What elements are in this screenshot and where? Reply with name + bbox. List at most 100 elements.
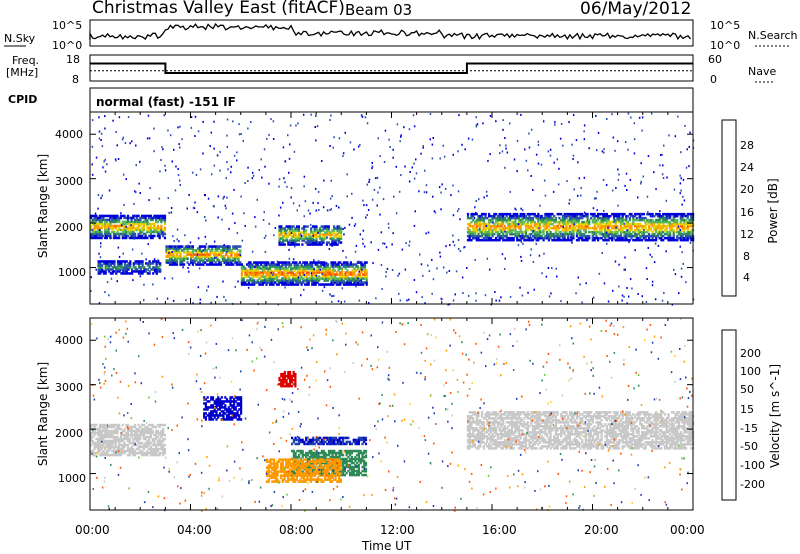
power-cell (528, 216, 531, 220)
power-cell (102, 166, 104, 169)
velocity-cell (291, 469, 294, 473)
power-cell (334, 265, 337, 268)
power-cell (614, 220, 617, 224)
velocity-cell (217, 408, 220, 411)
velocity-cell (163, 437, 167, 441)
power-cell (116, 262, 120, 265)
power-cell (569, 236, 572, 239)
power-cell (685, 166, 688, 169)
power-cell (167, 259, 170, 262)
power-cell (648, 212, 651, 216)
velocity-cell (211, 406, 215, 409)
power-cell (138, 272, 141, 275)
power-cell (251, 265, 254, 268)
power-cell (641, 218, 644, 222)
power-cell (98, 137, 101, 140)
power-cell (623, 226, 626, 230)
power-cell (472, 228, 475, 232)
velocity-cell (132, 443, 135, 447)
power-cell (313, 239, 316, 242)
velocity-cell (162, 437, 165, 441)
power-cell (172, 255, 175, 258)
power-cell (267, 273, 270, 276)
power-cell (267, 279, 270, 282)
power-cell (614, 224, 617, 228)
power-cell (502, 222, 505, 226)
power-cell (503, 216, 506, 220)
power-cell (165, 259, 168, 262)
power-cell (226, 245, 230, 248)
velocity-cell (296, 467, 299, 471)
velocity-cell (313, 438, 317, 442)
power-cell (584, 236, 587, 240)
power-cell (162, 218, 165, 222)
power-cell (288, 157, 291, 160)
power-cell (535, 224, 538, 228)
power-cell (186, 253, 189, 256)
velocity-cell (146, 439, 149, 443)
velocity-cell (162, 423, 165, 427)
power-cell (669, 222, 672, 226)
power-cell (145, 268, 148, 271)
velocity-cell (324, 440, 327, 444)
power-cell (619, 222, 623, 226)
power-cell (99, 272, 102, 275)
power-cell (98, 222, 101, 226)
velocity-cell (153, 441, 156, 445)
power-cell (148, 266, 151, 269)
power-cell (324, 231, 327, 234)
power-cell (464, 148, 466, 151)
power-cell (153, 234, 156, 238)
velocity-cell (342, 440, 345, 444)
power-cell (658, 230, 661, 234)
power-cell (310, 227, 313, 230)
power-cell (281, 273, 284, 276)
power-cell (470, 232, 473, 236)
power-cell (159, 170, 161, 173)
power-cell (184, 257, 187, 260)
velocity-cell (282, 374, 285, 378)
velocity-cell (291, 449, 294, 453)
velocity-cell (287, 374, 290, 378)
velocity-cell (139, 445, 142, 449)
power-cell (614, 238, 617, 242)
velocity-cell (363, 440, 366, 444)
power-cell (265, 281, 268, 284)
velocity-cell (222, 406, 225, 409)
power-cell (125, 226, 128, 230)
power-cell (159, 264, 162, 267)
velocity-cell (282, 382, 285, 386)
power-cell (204, 255, 207, 258)
power-cell (641, 295, 643, 298)
power-cell (676, 220, 679, 224)
power-cell (580, 194, 582, 197)
power-cell (144, 222, 147, 226)
power-cell (626, 238, 630, 242)
power-cell (381, 287, 383, 290)
power-cell (648, 218, 651, 222)
power-cell (191, 171, 194, 174)
power-cell (272, 283, 275, 286)
power-cell (121, 236, 124, 240)
power-cell (480, 232, 484, 236)
power-cell (520, 207, 522, 210)
power-cell (621, 299, 623, 302)
power-cell (175, 245, 179, 248)
velocity-cell (125, 437, 128, 441)
power-cell (644, 222, 647, 226)
power-cell (312, 281, 316, 284)
power-cell (90, 289, 92, 292)
power-cell (146, 214, 149, 218)
power-cell (531, 218, 535, 222)
power-cell (475, 228, 478, 232)
power-cell (233, 154, 236, 157)
power-cell (336, 225, 339, 228)
power-cell (542, 224, 545, 228)
velocity-cell (156, 439, 159, 443)
power-cell (612, 218, 616, 222)
power-cell (132, 230, 135, 234)
power-cell (302, 281, 305, 284)
velocity-cell (111, 443, 114, 447)
velocity-cell (211, 412, 215, 415)
power-cell (649, 226, 652, 230)
